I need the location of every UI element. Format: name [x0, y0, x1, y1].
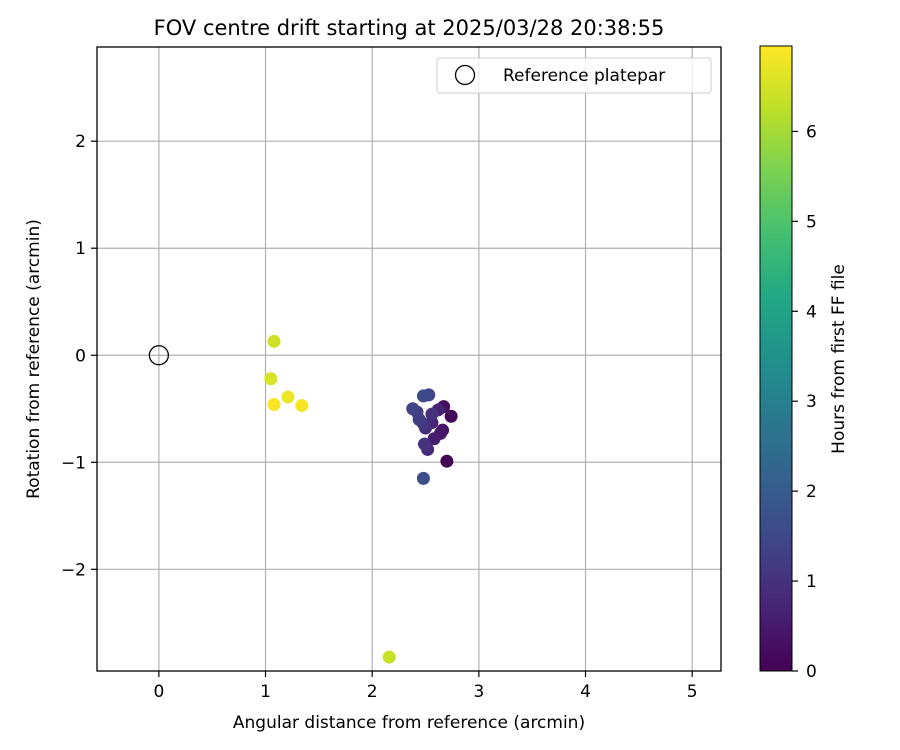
legend-label: Reference platepar: [503, 66, 665, 86]
data-point: [427, 432, 441, 446]
y-tick-label: −2: [61, 560, 86, 580]
colorbar-tick-label: 1: [806, 572, 817, 592]
reference-platepar-marker: [148, 345, 170, 366]
x-tick-label: 4: [580, 682, 591, 702]
x-tick-label: 1: [260, 682, 271, 702]
colorbar-tick-label: 3: [806, 392, 817, 412]
colorbar-tick-label: 0: [806, 662, 817, 682]
legend-reference-marker-icon: [454, 64, 476, 86]
y-tick-label: 0: [75, 346, 86, 366]
colorbar-tick-label: 5: [806, 212, 817, 232]
chart-title: FOV centre drift starting at 2025/03/28 …: [154, 16, 665, 40]
data-point: [440, 454, 454, 468]
colorbar-gradient: [759, 45, 793, 672]
x-tick-label: 2: [367, 682, 378, 702]
colorbar-tick-label: 4: [806, 302, 817, 322]
colorbar-label: Hours from first FF file: [829, 264, 849, 454]
data-point: [267, 334, 281, 348]
y-tick-label: −1: [61, 453, 86, 473]
data-point: [295, 399, 309, 413]
data-point: [444, 409, 458, 423]
data-point: [416, 389, 430, 403]
x-axis-ticks: 0 1 2 3 4 5: [153, 671, 698, 702]
colorbar-tick-label: 2: [806, 482, 817, 502]
y-tick-label: 2: [75, 132, 86, 152]
x-axis-label: Angular distance from reference (arcmin): [233, 713, 585, 733]
legend-frame: [436, 57, 712, 94]
legend: Reference platepar: [436, 57, 712, 94]
x-tick-label: 0: [153, 682, 164, 702]
data-point: [416, 471, 430, 485]
grid: [97, 47, 721, 671]
x-tick-label: 3: [473, 682, 484, 702]
data-point: [267, 397, 281, 411]
data-point: [264, 372, 278, 386]
y-tick-label: 1: [75, 239, 86, 259]
colorbar-ticks: 0 1 2 3 4 5 6: [792, 122, 817, 682]
x-tick-label: 5: [687, 682, 698, 702]
data-point: [425, 407, 439, 421]
data-point: [281, 390, 295, 404]
data-point: [406, 402, 420, 416]
data-point: [382, 650, 396, 664]
data-point: [417, 437, 431, 451]
y-axis-ticks: −2 −1 0 1 2: [61, 132, 97, 580]
plot-area-frame: [96, 46, 722, 672]
colorbar: 0 1 2 3 4 5 6 Hours from first FF file: [759, 45, 849, 682]
data-points: [148, 334, 458, 664]
y-axis-label: Rotation from reference (arcmin): [24, 219, 44, 499]
colorbar-tick-label: 6: [806, 122, 817, 142]
